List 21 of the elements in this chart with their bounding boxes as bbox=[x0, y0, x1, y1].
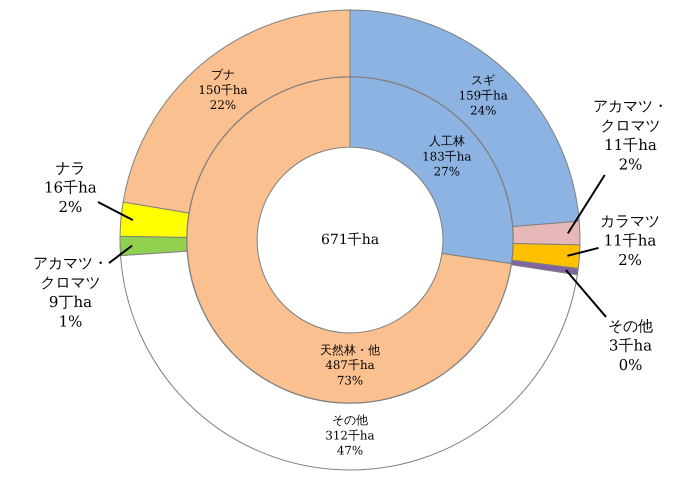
data-label: 312千ha 47% bbox=[325, 428, 375, 458]
data-label: 3千ha 0% bbox=[608, 336, 652, 374]
slice-label: ブナ bbox=[210, 67, 235, 82]
data-label: 11千ha 2% bbox=[604, 232, 656, 269]
slice-label: アカマツ・クロマツ bbox=[33, 254, 108, 292]
data-label: 150千ha 22% bbox=[198, 82, 248, 112]
slice-label: その他 bbox=[608, 317, 653, 335]
text: 671千ha bbox=[321, 232, 380, 248]
data-label: 16千ha 2% bbox=[44, 178, 97, 216]
data-label: 487千ha 73% bbox=[325, 358, 375, 388]
slice-label: 天然林・他 bbox=[320, 342, 380, 357]
slice-label: その他 bbox=[332, 412, 368, 427]
data-label: 159千ha 24% bbox=[458, 88, 508, 118]
slice-label: カラマツ bbox=[600, 212, 660, 230]
data-label: 9丁ha 1% bbox=[48, 293, 92, 330]
slice-label: スギ bbox=[471, 72, 496, 87]
slice-label: ナラ bbox=[55, 159, 86, 177]
data-label: 183千ha 27% bbox=[422, 149, 472, 179]
slice-label: 人工林 bbox=[428, 134, 465, 148]
slice-label: アカマツ・クロマツ bbox=[593, 97, 668, 134]
data-label: 11千ha 2% bbox=[604, 136, 657, 174]
